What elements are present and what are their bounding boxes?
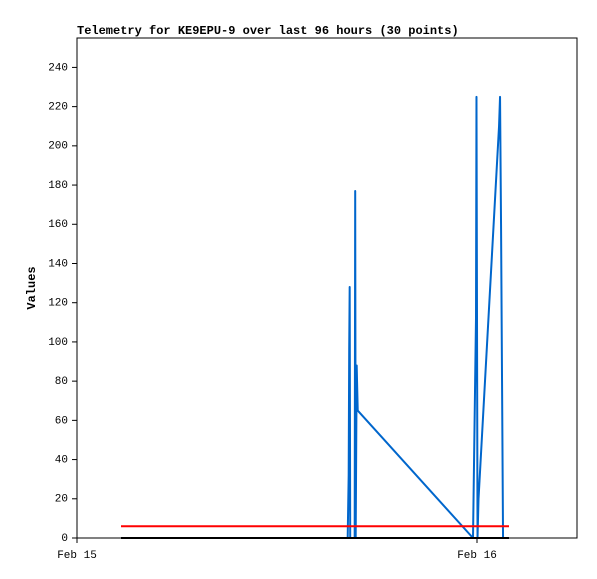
chart-title: Telemetry for KE9EPU-9 over last 96 hour… — [77, 24, 459, 38]
y-tick-label: 180 — [48, 180, 68, 192]
series-line — [346, 95, 505, 539]
y-tick-label: 20 — [55, 494, 68, 506]
y-tick-label: 160 — [48, 219, 68, 231]
y-tick-label: 80 — [55, 376, 68, 388]
y-tick-label: 220 — [48, 102, 68, 114]
x-tick-label: Feb 16 — [457, 550, 497, 562]
y-tick-label: 60 — [55, 415, 68, 427]
y-axis-label: Values — [25, 266, 39, 309]
y-tick-label: 0 — [61, 533, 68, 545]
y-tick-label: 240 — [48, 62, 68, 74]
y-tick-label: 200 — [48, 141, 68, 153]
y-tick-label: 40 — [55, 454, 68, 466]
x-tick-label: Feb 15 — [57, 550, 97, 562]
y-tick-label: 100 — [48, 337, 68, 349]
y-tick-label: 140 — [48, 258, 68, 270]
y-tick-label: 120 — [48, 298, 68, 310]
